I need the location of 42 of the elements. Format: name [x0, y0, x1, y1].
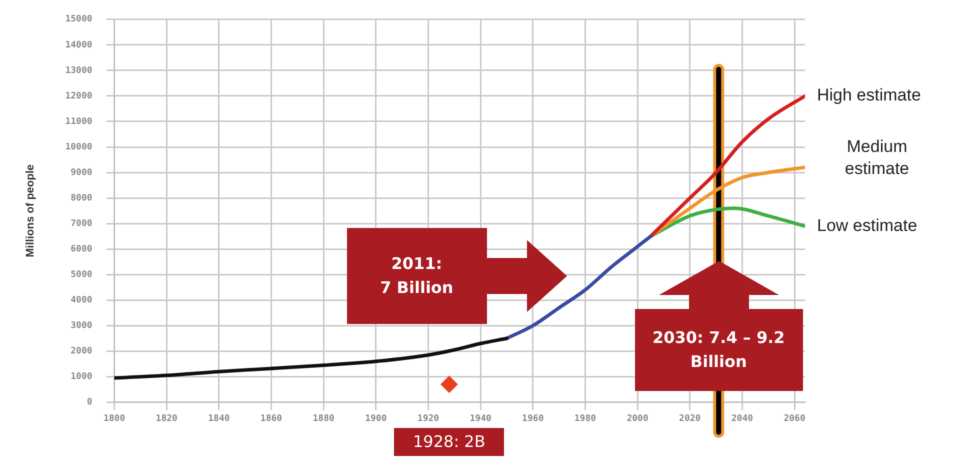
y-axis-title: Millions of people [24, 164, 37, 258]
x-tick-label: 1840 [208, 414, 230, 424]
line-series [648, 94, 805, 238]
y-tick-label: 12000 [65, 91, 92, 102]
series-label: High estimate [817, 86, 921, 105]
x-tick-label: 1940 [470, 414, 492, 424]
y-tick-label: 1000 [70, 372, 92, 382]
x-tick-label: 1820 [156, 414, 178, 424]
y-tick-label: 13000 [65, 66, 92, 76]
y-tick-label: 14000 [65, 40, 92, 50]
series-label: Low estimate [817, 216, 918, 235]
line-series [504, 234, 652, 340]
y-tick-label: 6000 [70, 244, 92, 254]
annotation: 2030: 7.4 – 9.2 Billion [651, 326, 786, 373]
x-tick-label: 1900 [365, 414, 387, 424]
x-tick-label: 1880 [312, 414, 334, 424]
y-tick-label: 15000 [65, 14, 92, 25]
y-tick-label: 2000 [70, 346, 92, 357]
annotation: 2011: 7 Billion [379, 253, 454, 300]
annotation: 1928: 2B [394, 428, 504, 456]
y-tick-label: 3000 [70, 320, 92, 331]
arrow-callout: 2030: 7.4 – 9.2 Billion [634, 260, 803, 391]
x-tick-label: 1860 [260, 414, 282, 424]
y-tick-label: 4000 [70, 295, 92, 306]
x-tick-label: 1800 [103, 414, 126, 424]
x-tick-label: 1960 [522, 414, 544, 424]
x-tick-label: 2060 [784, 414, 806, 424]
x-tick-label: 2020 [679, 414, 701, 424]
y-tick-label: 10000 [65, 142, 92, 152]
y-tick-label: 0 [86, 398, 92, 408]
line-series [114, 336, 508, 380]
x-tick-label: 2000 [626, 414, 648, 424]
y-tick-label: 5000 [70, 270, 92, 280]
text: Medium estimate [844, 137, 910, 178]
x-tick-label: 2040 [731, 414, 754, 424]
y-tick-label: 9000 [70, 168, 92, 178]
y-tick-label: 11000 [65, 116, 92, 127]
y-tick-label: 8000 [70, 193, 92, 204]
y-tick-label: 7000 [70, 218, 92, 229]
x-tick-label: 1920 [417, 414, 440, 424]
x-tick-label: 1980 [574, 414, 596, 424]
arrow-callout: 2011: 7 Billion [346, 228, 567, 324]
